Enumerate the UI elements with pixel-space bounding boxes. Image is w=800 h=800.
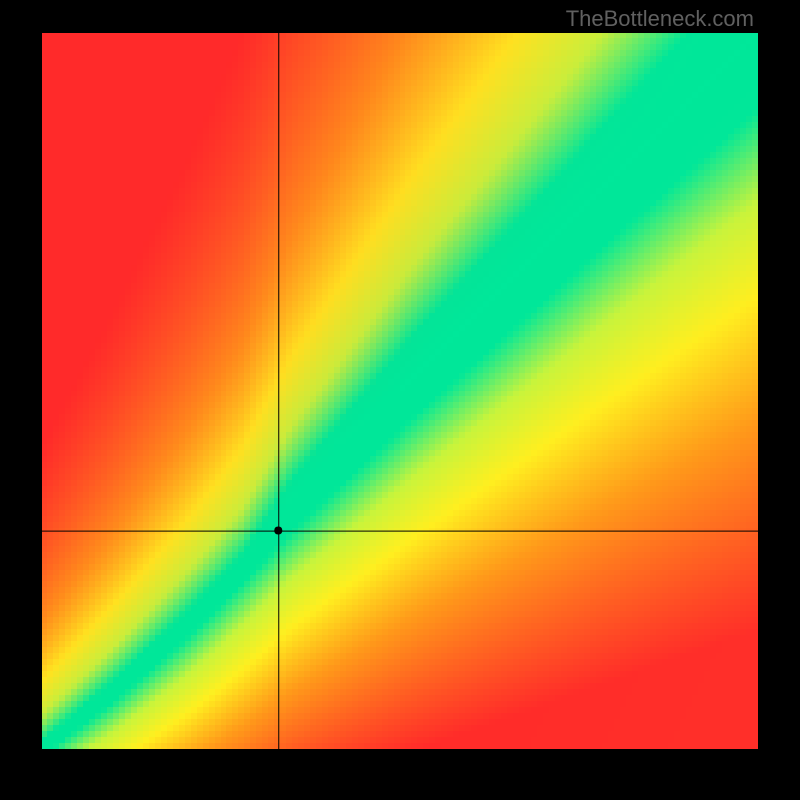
chart-container: TheBottleneck.com xyxy=(0,0,800,800)
bottleneck-heatmap xyxy=(42,33,758,749)
watermark-text: TheBottleneck.com xyxy=(566,6,754,32)
